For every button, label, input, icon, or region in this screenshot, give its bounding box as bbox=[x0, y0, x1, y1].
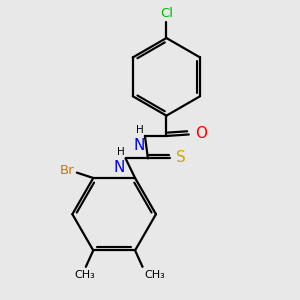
Text: S: S bbox=[176, 150, 186, 165]
Text: N: N bbox=[114, 160, 125, 175]
Text: H: H bbox=[117, 148, 124, 158]
Text: CH₃: CH₃ bbox=[74, 270, 95, 280]
Text: H: H bbox=[136, 125, 144, 135]
Text: Br: Br bbox=[60, 164, 74, 177]
Text: N: N bbox=[133, 138, 145, 153]
Text: O: O bbox=[195, 126, 207, 141]
Text: CH₃: CH₃ bbox=[144, 270, 165, 280]
Text: Cl: Cl bbox=[160, 7, 173, 20]
